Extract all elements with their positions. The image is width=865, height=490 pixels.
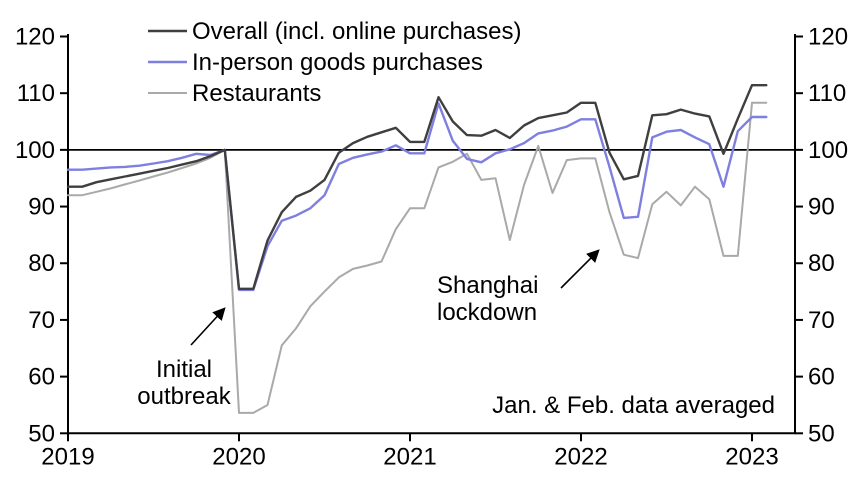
x-axis-tick-label: 2022 xyxy=(554,443,607,470)
series-line-restaurants xyxy=(67,101,768,414)
y-axis-left-tick-label: 50 xyxy=(28,420,55,447)
series-line-in-person-goods-purchases xyxy=(66,102,768,292)
initial-outbreak-label-line1: Initial xyxy=(156,356,212,383)
shanghai-lockdown-arrow xyxy=(560,249,600,289)
legend-label-overall: Overall (incl. online purchases) xyxy=(192,18,521,45)
y-axis-right-tick-label: 100 xyxy=(808,137,848,164)
y-axis-right-tick-label: 80 xyxy=(808,250,835,277)
initial-outbreak-label-line2: outbreak xyxy=(137,383,231,410)
chart-note: Jan. & Feb. data averaged xyxy=(492,392,775,419)
x-axis-tick-label: 2021 xyxy=(383,443,436,470)
y-axis-left-tick-label: 120 xyxy=(15,24,55,51)
y-axis-left-tick-label: 100 xyxy=(15,137,55,164)
y-axis-left-tick-label: 90 xyxy=(28,194,55,221)
y-axis-left-tick-label: 70 xyxy=(28,307,55,334)
shanghai-lockdown-label-line2: lockdown xyxy=(437,299,537,326)
shanghai-lockdown-label-line1: Shanghai xyxy=(437,272,538,299)
x-axis-tick-label: 2023 xyxy=(725,443,778,470)
y-axis-right-tick-label: 60 xyxy=(808,364,835,391)
legend: Overall (incl. online purchases) In-pers… xyxy=(148,18,521,107)
annotation-shanghai-lockdown: Shanghai lockdown xyxy=(437,249,600,326)
y-axis-right-tick-label: 50 xyxy=(808,420,835,447)
x-axis-tick-label: 2020 xyxy=(212,443,265,470)
legend-label-in-person: In-person goods purchases xyxy=(192,49,483,76)
y-axis-left-tick-label: 80 xyxy=(28,250,55,277)
y-axis-right-tick-label: 120 xyxy=(808,24,848,51)
legend-label-restaurants: Restaurants xyxy=(192,80,321,107)
y-axis-right-tick-label: 90 xyxy=(808,194,835,221)
initial-outbreak-arrow xyxy=(190,307,226,346)
y-axis-right-tick-label: 70 xyxy=(808,307,835,334)
annotation-initial-outbreak: Initial outbreak xyxy=(137,307,232,410)
y-axis-left-tick-label: 110 xyxy=(17,80,55,107)
x-axis-tick-label: 2019 xyxy=(41,443,94,470)
series-line-overall-incl-online-purchases xyxy=(66,83,768,290)
y-axis-right-tick-label: 110 xyxy=(808,80,846,107)
y-axis-left-tick-label: 60 xyxy=(28,364,55,391)
